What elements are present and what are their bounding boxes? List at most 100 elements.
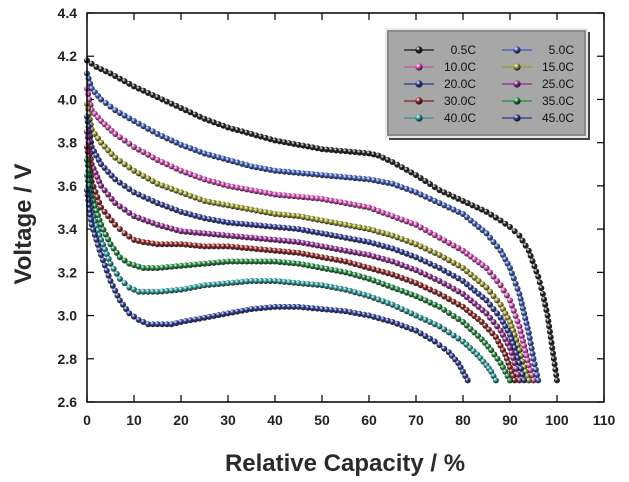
data-point <box>101 165 108 172</box>
x-tick-label: 30 <box>220 412 236 428</box>
data-point <box>536 279 543 286</box>
data-point <box>455 288 462 295</box>
data-point <box>229 309 236 316</box>
data-point <box>290 225 297 232</box>
data-point <box>286 303 293 310</box>
data-point <box>290 260 297 267</box>
data-point <box>328 172 335 179</box>
plot-border <box>86 12 605 403</box>
data-point <box>145 265 152 272</box>
data-point <box>455 208 462 215</box>
data-point <box>314 216 321 223</box>
data-point <box>535 273 542 280</box>
data-point <box>108 151 115 158</box>
data-point <box>356 202 363 209</box>
data-point <box>375 228 382 235</box>
data-point <box>98 221 105 228</box>
data-point <box>482 322 489 329</box>
data-point <box>182 262 189 269</box>
data-point <box>427 247 434 254</box>
data-point <box>220 232 227 239</box>
data-point <box>417 243 424 250</box>
data-point <box>281 237 288 244</box>
data-point <box>178 141 184 148</box>
data-point <box>422 193 429 200</box>
data-point <box>220 280 227 287</box>
data-point <box>361 291 368 298</box>
series-5.0C <box>84 70 542 384</box>
data-point <box>516 323 523 330</box>
data-point <box>163 98 170 105</box>
data-point <box>328 245 335 252</box>
data-point <box>300 226 307 233</box>
data-point <box>398 274 405 281</box>
data-point <box>257 235 264 242</box>
data-point <box>102 231 109 238</box>
data-point <box>105 255 112 262</box>
data-point <box>304 251 311 258</box>
data-point <box>398 184 405 191</box>
data-point <box>154 221 161 228</box>
data-point <box>253 277 260 284</box>
data-point <box>281 211 288 218</box>
data-point <box>225 202 231 209</box>
data-point <box>239 128 246 135</box>
data-point <box>328 219 335 226</box>
data-point <box>370 227 377 234</box>
data-point <box>337 285 344 292</box>
data-point <box>215 281 222 287</box>
data-point <box>182 143 189 150</box>
data-point <box>94 227 101 234</box>
data-point <box>351 201 358 208</box>
data-point <box>168 205 175 212</box>
data-point <box>105 168 112 175</box>
data-point <box>196 242 203 249</box>
data-point <box>323 306 330 313</box>
data-point <box>527 340 534 347</box>
data-point <box>88 216 95 223</box>
data-point <box>121 257 128 264</box>
data-point <box>450 272 457 279</box>
data-point <box>206 313 213 320</box>
data-point <box>366 204 372 211</box>
data-point <box>201 215 208 222</box>
data-point <box>319 195 325 202</box>
data-point <box>469 202 476 209</box>
data-point <box>159 241 166 248</box>
data-point <box>394 303 401 310</box>
data-point <box>361 225 368 232</box>
data-point <box>239 307 246 314</box>
data-point <box>286 279 293 286</box>
data-point <box>215 217 222 224</box>
data-point <box>96 232 103 239</box>
data-point <box>422 333 429 340</box>
data-point <box>192 111 199 118</box>
data-point <box>229 183 236 190</box>
data-point <box>116 297 123 304</box>
data-point <box>511 332 518 339</box>
data-point <box>131 83 137 90</box>
data-point <box>93 236 100 243</box>
data-point <box>168 287 175 294</box>
data-point <box>483 310 490 317</box>
data-point <box>516 377 523 384</box>
legend-marker <box>415 80 423 88</box>
data-point <box>361 203 368 210</box>
data-point <box>356 290 363 297</box>
data-point <box>417 314 424 321</box>
data-point <box>488 211 495 218</box>
data-point <box>159 223 166 230</box>
data-point <box>112 73 119 80</box>
data-point <box>163 264 170 271</box>
data-point <box>384 231 391 238</box>
data-point <box>525 362 532 369</box>
data-point <box>140 123 147 130</box>
data-point <box>489 330 496 337</box>
data-point <box>234 204 241 211</box>
data-point <box>375 296 382 303</box>
data-point <box>356 310 363 317</box>
data-point <box>187 192 194 199</box>
data-point <box>519 237 526 244</box>
data-point <box>337 199 344 206</box>
data-point <box>494 243 501 250</box>
